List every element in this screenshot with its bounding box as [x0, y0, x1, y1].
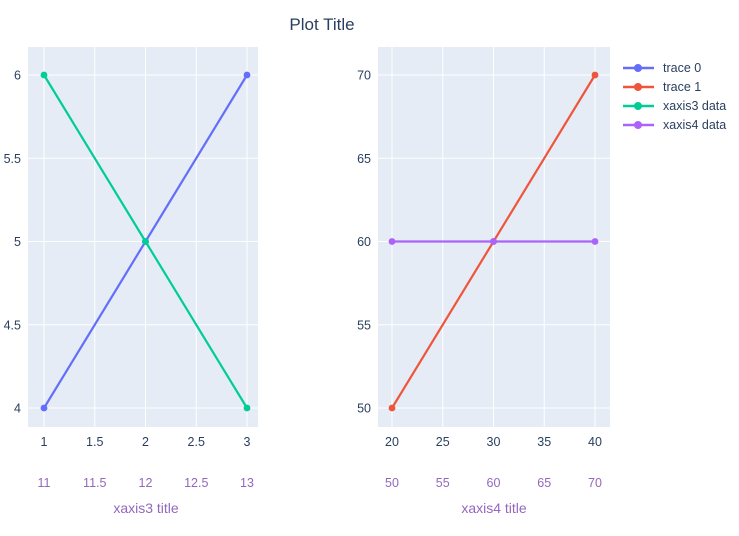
x-tick-label: 1.5 [86, 435, 103, 449]
x2-tick-label: 50 [385, 476, 399, 490]
y-tick-label: 4.5 [4, 318, 21, 332]
data-point-marker[interactable] [591, 71, 599, 79]
legend-label: xaxis3 data [663, 98, 727, 113]
legend-sample-line-icon [623, 63, 654, 72]
x-tick-label: 30 [487, 435, 501, 449]
x-tick-label: 40 [588, 435, 602, 449]
y-tick-label: 70 [357, 69, 371, 83]
y-tick-label: 5 [14, 235, 21, 249]
x-tick-label: 1 [41, 435, 48, 449]
x2-tick-label: 65 [537, 476, 551, 490]
x2-tick-label: 13 [240, 476, 254, 490]
data-point-marker[interactable] [388, 238, 396, 245]
trace-xaxis3-data[interactable] [40, 71, 251, 412]
x-tick-label: 25 [436, 435, 450, 449]
x2-tick-label: 60 [487, 476, 501, 490]
gridlines-left [28, 47, 258, 427]
x-tick-label: 3 [244, 435, 251, 449]
data-point-marker[interactable] [40, 404, 48, 412]
legend-sample-line-icon [623, 101, 654, 110]
y-tick-label: 65 [357, 152, 371, 166]
tick-labels-right: 20 25 30 35 40 50 55 60 65 70 50 55 60 65 70 [357, 69, 602, 491]
legend-label: xaxis4 data [663, 117, 727, 132]
x-tick-label: 20 [385, 435, 399, 449]
subplot-right: 20 25 30 35 40 50 55 60 65 70 50 55 60 65 70 [357, 47, 610, 490]
data-point-marker[interactable] [591, 238, 599, 245]
x-tick-label: 35 [537, 435, 551, 449]
x2-tick-label: 12.5 [184, 476, 208, 490]
y-tick-label: 55 [357, 318, 371, 332]
trace-xaxis4-data[interactable] [388, 238, 599, 245]
xaxis4-title: xaxis4 title [461, 500, 527, 516]
legend-item-xaxis4-data[interactable]: xaxis4 data [621, 115, 726, 134]
data-point-marker[interactable] [40, 71, 48, 79]
legend-sample-line-icon [623, 120, 654, 129]
legend-item-trace-0[interactable]: trace 0 [621, 58, 726, 77]
y-tick-label: 5.5 [4, 152, 21, 166]
y-tick-label: 60 [357, 235, 371, 249]
xaxis3-title: xaxis3 title [113, 500, 179, 516]
x2-tick-label: 55 [436, 476, 450, 490]
data-point-marker[interactable] [388, 404, 396, 412]
y-tick-label: 4 [14, 402, 21, 416]
legend: trace 0 trace 1 xaxis3 data xaxis4 data [621, 58, 726, 134]
x2-tick-label: 70 [588, 476, 602, 490]
data-point-marker[interactable] [243, 404, 251, 412]
data-point-marker[interactable] [142, 238, 149, 245]
chart-title: Plot Title [289, 15, 355, 34]
x-tick-label: 2 [142, 435, 149, 449]
x2-tick-label: 12 [139, 476, 153, 490]
legend-item-trace-1[interactable]: trace 1 [621, 77, 726, 96]
legend-label: trace 0 [663, 60, 702, 75]
x-tick-label: 2.5 [188, 435, 205, 449]
data-point-marker[interactable] [243, 71, 251, 79]
legend-sample-line-icon [623, 82, 654, 91]
legend-label: trace 1 [663, 79, 702, 94]
legend-item-xaxis3-data[interactable]: xaxis3 data [621, 96, 726, 115]
y-tick-label: 6 [14, 69, 21, 83]
x2-tick-label: 11.5 [83, 476, 106, 490]
x2-tick-label: 11 [38, 476, 51, 490]
data-point-marker[interactable] [490, 238, 497, 245]
y-tick-label: 50 [357, 402, 371, 416]
